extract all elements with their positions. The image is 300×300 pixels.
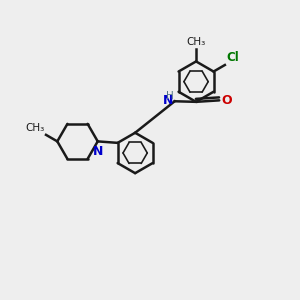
Text: CH₃: CH₃ [25, 123, 44, 133]
Text: H: H [166, 91, 173, 100]
Text: O: O [221, 94, 232, 107]
Text: CH₃: CH₃ [186, 38, 206, 47]
Text: N: N [163, 94, 173, 107]
Text: N: N [93, 145, 104, 158]
Text: Cl: Cl [226, 51, 239, 64]
